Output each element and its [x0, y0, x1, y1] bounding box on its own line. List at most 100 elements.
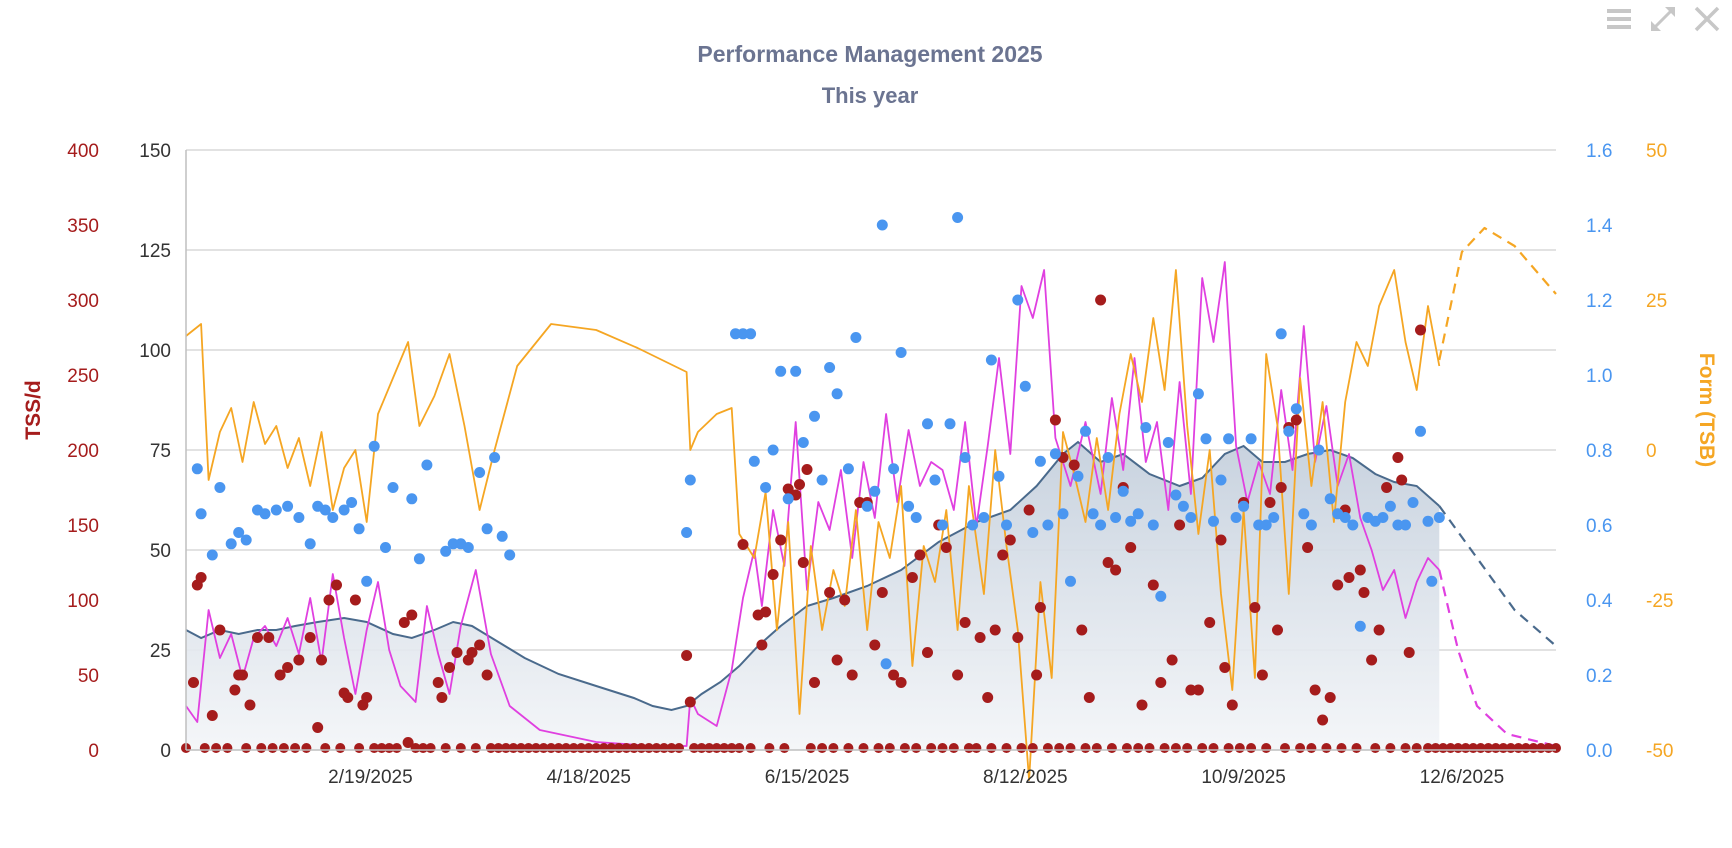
tss-dot [982, 692, 994, 703]
tss-dot [282, 662, 294, 673]
if-dot [293, 512, 305, 523]
tss-zero-dot [1551, 743, 1561, 753]
if-dot [327, 512, 339, 523]
tss-dot [1256, 669, 1268, 681]
if-dot [1057, 508, 1069, 520]
tss-zero-dot [1234, 743, 1245, 753]
tss-dot [1415, 324, 1426, 336]
if-dot [937, 519, 948, 531]
if-dot [474, 467, 486, 478]
tss-dot [922, 647, 933, 658]
tss-dot [888, 669, 900, 681]
if-dot [380, 542, 391, 553]
tss-dot [252, 632, 263, 643]
tss-dot [432, 677, 444, 688]
fullscreen-button[interactable] [1648, 4, 1678, 34]
if-dot [1049, 448, 1061, 460]
tss-zero-dot [335, 743, 346, 753]
if-dot [944, 418, 956, 430]
tss-zero-dot [1306, 743, 1317, 753]
tss-zero-dot [241, 743, 252, 753]
if-dot [1072, 470, 1084, 482]
if-dot [1245, 433, 1257, 445]
tss-zero-dot [1001, 743, 1012, 753]
tss-dot [756, 639, 768, 651]
if-dot [1001, 519, 1012, 531]
tss-dot [263, 632, 275, 643]
tss-zero-dot [267, 743, 278, 753]
tss-zero-dot [828, 743, 839, 753]
tss-dot [444, 662, 455, 673]
tss-dot [1343, 572, 1355, 583]
if-dot [1200, 433, 1212, 445]
axes-layer: 0501001502002503003504000255075100125150… [22, 141, 1718, 788]
tss-dot [876, 587, 888, 598]
if-dot [1162, 437, 1174, 448]
tss-zero-dot [1385, 743, 1396, 753]
tss-dot [1174, 519, 1186, 531]
tss-zero-dot [926, 743, 937, 753]
if-dot [782, 493, 794, 505]
tss-dot [1204, 617, 1216, 628]
if-dot [1305, 519, 1317, 531]
tss-zero-dot [858, 743, 869, 753]
fatigue-line [185, 261, 1440, 747]
tss-tick-label: 0 [88, 741, 99, 762]
if-dot [270, 504, 282, 516]
tss-dot [349, 594, 361, 606]
if-dot [797, 437, 809, 448]
tss-zero-dot [873, 743, 884, 753]
if-dot [1034, 455, 1046, 467]
tss-zero-dot [211, 743, 222, 753]
menu-button[interactable] [1604, 4, 1634, 34]
if-dot [767, 444, 779, 456]
tss-dot [1136, 699, 1148, 711]
if-dot [1132, 508, 1144, 520]
if-dot [993, 470, 1005, 482]
if-tick-label: 1.4 [1586, 216, 1613, 237]
if-dot [809, 410, 820, 422]
tss-zero-dot [425, 743, 436, 753]
if-dot [790, 365, 802, 377]
if-dot [1102, 452, 1114, 463]
tss-dot [1110, 564, 1122, 576]
tss-dot [782, 483, 794, 495]
tss-zero-dot [278, 743, 289, 753]
tss-dot [436, 692, 448, 703]
tss-zero-dot [455, 743, 466, 753]
tss-dot [229, 684, 241, 696]
if-dot [1170, 489, 1182, 501]
if-dot [225, 538, 237, 550]
tss-zero-dot [1336, 743, 1347, 753]
if-dot [985, 354, 997, 366]
tss-dot [906, 572, 918, 583]
if-dot [413, 553, 425, 565]
if-dot [775, 365, 787, 377]
if-dot [421, 459, 433, 471]
tss-zero-dot [911, 743, 922, 753]
close-button[interactable] [1692, 4, 1722, 34]
tss-zero-dot [1159, 743, 1170, 753]
tss-dot [989, 624, 1001, 636]
if-dot [481, 523, 493, 535]
tss-tick-label: 50 [78, 666, 99, 687]
tss-dot [466, 647, 478, 658]
hamburger-menu-icon [1607, 9, 1631, 29]
tss-zero-dot [674, 743, 684, 753]
tss-dot [1147, 579, 1159, 591]
tss-dot [681, 650, 693, 661]
tss-zero-dot [354, 743, 365, 753]
if-dot [1185, 512, 1197, 523]
tss-dot [684, 696, 696, 708]
if-dot [1095, 519, 1107, 531]
tss-tick-label: 250 [67, 366, 99, 387]
tss-zero-dot [1280, 743, 1290, 753]
if-dot [1400, 519, 1411, 531]
x-tick-label: 6/15/2025 [765, 767, 850, 788]
tss-zero-dot [320, 743, 331, 753]
tss-dot [323, 594, 335, 606]
if-dot [1407, 497, 1419, 508]
if-dot [489, 452, 501, 463]
if-dot [824, 362, 836, 373]
tss-tick-label: 400 [67, 141, 99, 162]
